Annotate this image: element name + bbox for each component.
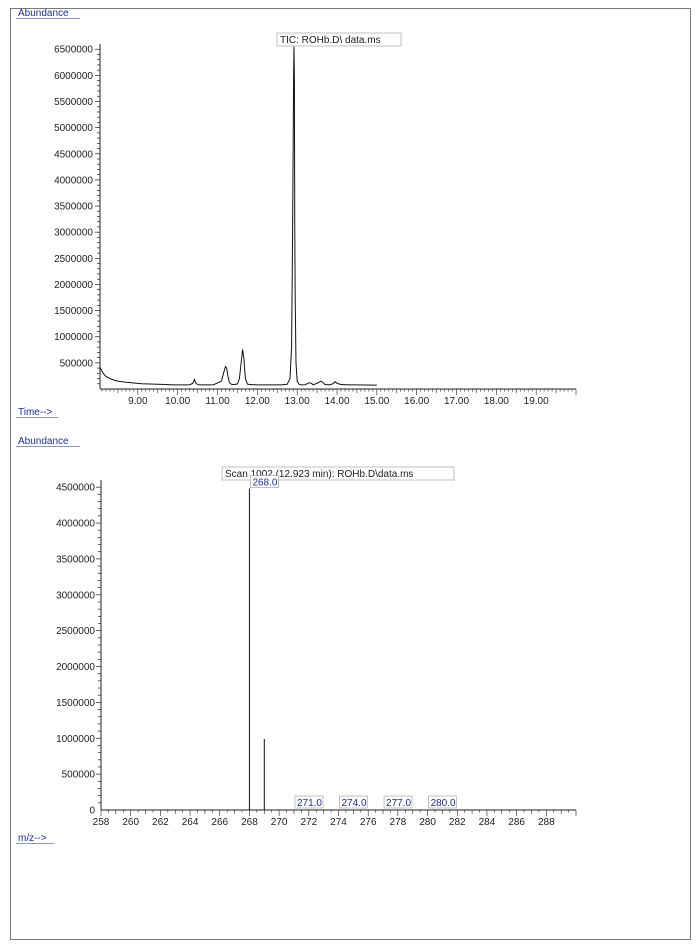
- tic-x-tick-label: 19.00: [524, 396, 549, 407]
- ms-x-tick-label: 262: [152, 817, 169, 828]
- ms-peak-labels: 268.0 271.0 274.0 277.0 280.0: [250, 475, 457, 809]
- ms-peak-label: 268.0: [252, 478, 277, 489]
- tic-x-tick-label: 17.00: [444, 396, 469, 407]
- ms-peak-label: 277.0: [386, 798, 411, 809]
- ms-x-tick-label: 276: [360, 817, 377, 828]
- tic-y-tick-label: 2500000: [54, 254, 93, 265]
- tic-x-tick-label: 15.00: [364, 396, 389, 407]
- tic-y-tick-label: 2000000: [54, 280, 93, 291]
- ms-y-tick-label: 2000000: [56, 662, 95, 673]
- ms-y-tick-label: 4000000: [56, 519, 95, 530]
- tic-y-tick-label: 500000: [60, 358, 94, 369]
- tic-ylabel: Abundance: [18, 8, 69, 19]
- ms-x-tick-label: 286: [508, 817, 525, 828]
- ms-title-box: [221, 466, 455, 481]
- tic-y-tick-label: 5500000: [54, 97, 93, 108]
- ms-y-tick-label: 0: [89, 806, 95, 817]
- ms-peak-label-box: [250, 475, 279, 488]
- ms-peak-label: 274.0: [342, 798, 367, 809]
- ms-peak-label-box: [339, 795, 368, 809]
- tic-x-tick-label: 9.00: [128, 396, 148, 407]
- tic-x-axis: 9.00 10.00 11.00 12.00 13.00 14.00 15.00 16.00 1…: [100, 388, 577, 407]
- tic-x-tick-label: 16.00: [404, 396, 429, 407]
- tic-title-box: [276, 32, 402, 47]
- ms-x-tick-label: 264: [182, 817, 199, 828]
- ms-y-tick-label: 1500000: [56, 698, 95, 709]
- ms-peak-label: 280.0: [431, 798, 456, 809]
- ms-x-tick-label: 260: [122, 817, 139, 828]
- ms-x-tick-label: 266: [211, 817, 228, 828]
- ms-y-tick-label: 3500000: [56, 554, 95, 565]
- ms-y-tick-label: 1000000: [56, 734, 95, 745]
- tic-x-tick-label: 18.00: [484, 396, 509, 407]
- ms-x-tick-label: 282: [449, 817, 466, 828]
- ms-peak-label-box: [428, 795, 457, 809]
- tic-y-tick-label: 3500000: [54, 202, 93, 213]
- ms-ylabel: Abundance: [18, 436, 69, 447]
- ms-y-tick-label: 3000000: [56, 590, 95, 601]
- tic-y-tick-label: 6500000: [54, 45, 93, 56]
- ms-x-tick-label: 272: [300, 817, 317, 828]
- ms-title: Scan 1002 (12.923 min): ROHb.D\data.ms: [225, 469, 413, 480]
- tic-y-tick-label: 4500000: [54, 149, 93, 160]
- tic-x-tick-label: 14.00: [324, 396, 349, 407]
- tic-x-tick-label: 13.00: [285, 396, 310, 407]
- tic-y-tick-label: 1500000: [54, 306, 93, 317]
- tic-x-tick-label: 12.00: [245, 396, 270, 407]
- ms-x-tick-label: 274: [330, 817, 347, 828]
- mass-spectrum: Abundance 0 500000 1000000 1500000 2000000 25…: [16, 436, 577, 844]
- ms-x-tick-label: 280: [419, 817, 436, 828]
- tic-x-tick-label: 11.00: [205, 396, 230, 407]
- tic-series-line: [99, 46, 377, 386]
- ms-y-tick-label: 500000: [62, 770, 96, 781]
- ms-bars: [248, 488, 265, 810]
- ms-x-tick-label: 268: [241, 817, 258, 828]
- ms-peak-label-box: [294, 795, 324, 809]
- ms-x-tick-label: 284: [479, 817, 496, 828]
- tic-xlabel: Time-->: [18, 407, 53, 418]
- ms-x-tick-label: 258: [93, 817, 110, 828]
- tic-x-tick-label: 10.00: [165, 396, 190, 407]
- tic-y-tick-label: 4000000: [54, 175, 93, 186]
- tic-title: TIC: ROHb.D\ data.ms: [280, 35, 381, 46]
- ms-y-axis: 0 500000 1000000 1500000 2000000 2500000 30000…: [56, 480, 102, 817]
- ms-peak-label-box: [383, 795, 413, 809]
- tic-y-tick-label: 3000000: [54, 228, 93, 239]
- report-frame: [10, 8, 691, 940]
- ms-y-tick-label: 2500000: [56, 626, 95, 637]
- tic-y-tick-label: 6000000: [54, 71, 93, 82]
- ms-y-tick-label: 4500000: [56, 483, 95, 494]
- tic-chromatogram: Abundance 500000 1000000 1500000 2000000 250…: [16, 8, 577, 418]
- tic-y-tick-label: 5000000: [54, 123, 93, 134]
- tic-y-tick-label: 1000000: [54, 332, 93, 343]
- ms-x-tick-label: 270: [271, 817, 288, 828]
- ms-x-tick-label: 288: [538, 817, 555, 828]
- ms-xlabel: m/z-->: [18, 833, 47, 844]
- ms-x-axis: 258 260 262 264 266 268 270 272 274 276 278 280 282 2…: [93, 809, 577, 828]
- ms-x-tick-label: 278: [390, 817, 407, 828]
- ms-peak-label: 271.0: [297, 798, 322, 809]
- tic-y-axis: 500000 1000000 1500000 2000000 2500000 300000…: [54, 44, 101, 389]
